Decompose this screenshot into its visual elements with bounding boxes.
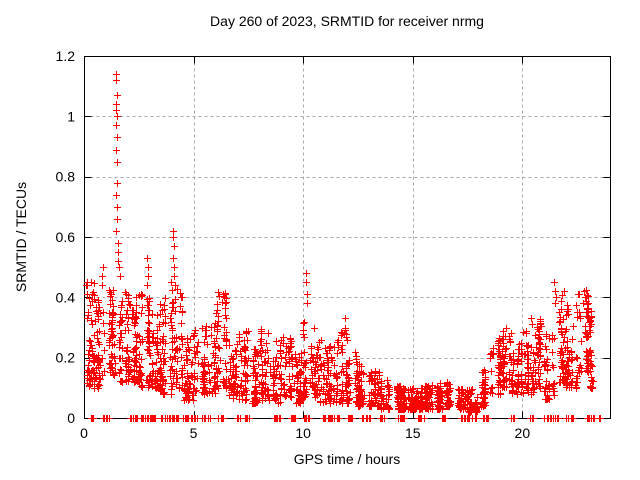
y-tick-label: 0.4 — [56, 289, 76, 305]
x-axis-label: GPS time / hours — [293, 451, 401, 467]
y-tick-label: 1.2 — [56, 48, 76, 64]
x-tick-label: 5 — [190, 425, 198, 441]
y-tick-label: 0 — [67, 410, 75, 426]
x-tick-label: 0 — [80, 425, 88, 441]
chart-title: Day 260 of 2023, SRMTID for receiver nrm… — [210, 13, 484, 29]
x-tick-label: 10 — [295, 425, 311, 441]
y-tick-label: 1 — [67, 108, 75, 124]
x-tick-label: 15 — [405, 425, 421, 441]
x-tick-label: 20 — [515, 425, 531, 441]
y-tick-label: 0.8 — [56, 169, 76, 185]
y-tick-label: 0.2 — [56, 350, 76, 366]
y-tick-label: 0.6 — [56, 229, 76, 245]
scatter-points — [83, 71, 604, 422]
